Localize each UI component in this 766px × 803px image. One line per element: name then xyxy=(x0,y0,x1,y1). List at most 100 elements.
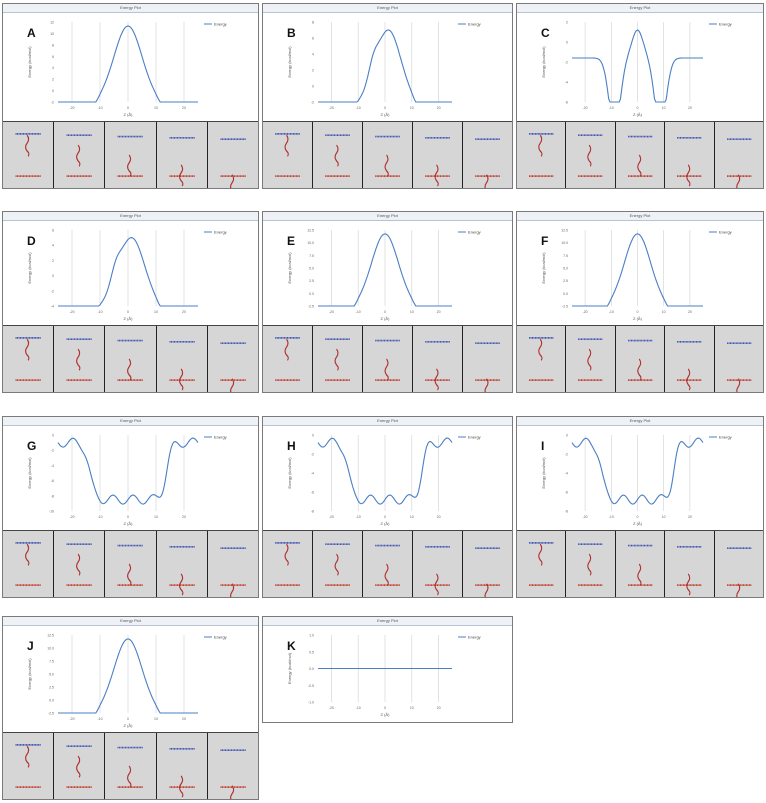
x-tick-label: -20 xyxy=(583,310,588,314)
y-axis-label: Energy (kcal/mol) xyxy=(287,46,292,78)
x-tick-label: 10 xyxy=(662,106,666,110)
panel-title: Energy Plot xyxy=(3,212,258,221)
x-tick-label: -10 xyxy=(97,310,102,314)
y-tick-label: -2.5 xyxy=(308,305,314,309)
snapshot-frame xyxy=(156,326,208,392)
peptide-structure xyxy=(178,368,184,391)
energy-plot: 1.0 0.5 0.0 -0.5 -1.0 -20 -10 0 10 20 Z (Å) Energy … xyxy=(287,634,481,718)
panel-letter: D xyxy=(27,234,36,248)
x-tick-label: -10 xyxy=(356,706,361,710)
x-tick-label: -20 xyxy=(583,106,588,110)
peptide-structure xyxy=(484,174,489,188)
energy-curve xyxy=(57,437,199,505)
x-tick-label: 20 xyxy=(437,310,441,314)
x-tick-label: -10 xyxy=(97,515,102,519)
y-tick-label: -2 xyxy=(565,453,568,457)
energy-plot: 12.5 10.0 7.5 5.0 2.5 0.0 -2.5 -20 -10 0 10 20 Z (Å)… xyxy=(541,229,732,322)
snapshot-frame xyxy=(615,122,666,188)
snapshot-frame xyxy=(413,531,463,597)
y-tick-label: 2 xyxy=(52,78,54,82)
snapshot-frame xyxy=(54,122,106,188)
panel-title: Energy Plot xyxy=(263,212,512,221)
y-tick-label: 0.5 xyxy=(309,650,314,654)
x-tick-label: 10 xyxy=(410,106,414,110)
peptide-structure xyxy=(76,144,81,167)
snapshot-frame xyxy=(3,326,55,392)
snapshot-frame xyxy=(615,531,666,597)
energy-plot: 12.5 10.0 7.5 5.0 2.5 0.0 -2.5 -20 -10 0 10 20 Z (Å)… xyxy=(27,634,227,729)
panel-g: Energy Plot G 0 -2 -4 -6 -8 -10 -20 -10 0 10 20 Z (Å)… xyxy=(2,416,259,598)
x-tick-label: -20 xyxy=(329,310,334,314)
snapshot-frame xyxy=(207,531,259,597)
y-tick-label: -6 xyxy=(565,491,568,495)
y-tick-label: 6 xyxy=(52,229,54,233)
energy-curve xyxy=(58,237,198,307)
y-axis-label: Energy (kcal/mol) xyxy=(27,46,32,78)
energy-plot: 20-2-4-6-20 -10 0 10 20Z (Å)Energy (kcal/mol… xyxy=(541,21,732,118)
y-axis-label: Energy (kcal/mol) xyxy=(27,457,32,489)
panel-letter: C xyxy=(541,26,550,40)
snapshot-frame xyxy=(54,326,106,392)
x-tick-label: -20 xyxy=(69,515,74,519)
y-tick-label: 0 xyxy=(312,434,314,438)
peptide-structure xyxy=(178,775,184,798)
snapshot-frame xyxy=(313,122,363,188)
peptide-structure xyxy=(686,573,691,596)
snapshot-frame xyxy=(263,122,313,188)
y-tick-label: 2 xyxy=(312,69,314,73)
y-tick-label: 6 xyxy=(52,55,54,59)
legend-label: Energy xyxy=(468,22,481,27)
y-axis-label: Energy (kcal/mol) xyxy=(541,46,546,78)
panel-k: Energy Plot K 1.0 0.5 0.0 -0.5 -1.0 -20 -10 0 10 20… xyxy=(262,616,513,723)
peptide-structure xyxy=(434,573,439,596)
snapshot-frame xyxy=(363,531,413,597)
y-tick-label: 2 xyxy=(52,259,54,263)
x-tick-label: 0 xyxy=(637,106,639,110)
snapshot-frame xyxy=(566,326,616,392)
snapshot-frame xyxy=(263,326,313,392)
snapshot-strip xyxy=(263,325,512,392)
panel-letter: E xyxy=(287,234,296,248)
x-tick-label: 0 xyxy=(637,310,639,314)
peptide-structure xyxy=(334,553,339,576)
snapshot-frame xyxy=(463,326,512,392)
x-tick-label: 10 xyxy=(154,515,158,519)
y-axis-label: Energy (kcal/mol) xyxy=(541,252,546,284)
x-tick-label: 0 xyxy=(127,515,129,519)
y-tick-label: 2.5 xyxy=(563,279,568,283)
panel-f: Energy Plot F 12.5 10.0 7.5 5.0 2.5 0.0 -2.5 -20 -… xyxy=(516,211,764,393)
snapshot-frame xyxy=(105,531,157,597)
y-tick-label: 8 xyxy=(312,21,314,25)
snapshot-frame xyxy=(714,326,764,392)
x-axis-label: Z (Å) xyxy=(633,112,643,117)
peptide-structure xyxy=(538,338,543,361)
y-tick-label: -6 xyxy=(311,491,314,495)
y-tick-label: 10.0 xyxy=(561,241,568,245)
x-tick-label: 0 xyxy=(127,310,129,314)
peptide-structure xyxy=(484,378,489,392)
peptide-structure xyxy=(384,154,389,177)
peptide-structure xyxy=(384,563,389,586)
legend-label: Energy xyxy=(214,22,227,27)
y-tick-label: 5.0 xyxy=(563,267,568,271)
legend-label: Energy xyxy=(468,635,481,640)
x-tick-label: -10 xyxy=(609,106,614,110)
peptide-structure xyxy=(284,338,289,361)
snapshot-frame xyxy=(714,531,764,597)
peptide-structure xyxy=(229,785,234,799)
peptide-structure xyxy=(284,134,289,157)
x-tick-label: 20 xyxy=(688,515,692,519)
peptide-structure xyxy=(127,563,132,586)
x-tick-label: 0 xyxy=(384,106,386,110)
energy-plot: 0 -2 -4 -6 -8 -10 -20 -10 0 10 20 Z (Å) Energy (kcal… xyxy=(27,434,227,527)
snapshot-frame xyxy=(3,733,55,799)
x-axis-label: Z (Å) xyxy=(124,112,134,117)
snapshot-frame xyxy=(105,733,157,799)
snapshot-frame xyxy=(263,531,313,597)
y-tick-label: 7.5 xyxy=(563,254,568,258)
x-tick-label: 10 xyxy=(154,106,158,110)
snapshot-strip xyxy=(3,530,259,597)
panel-letter: F xyxy=(541,234,549,248)
